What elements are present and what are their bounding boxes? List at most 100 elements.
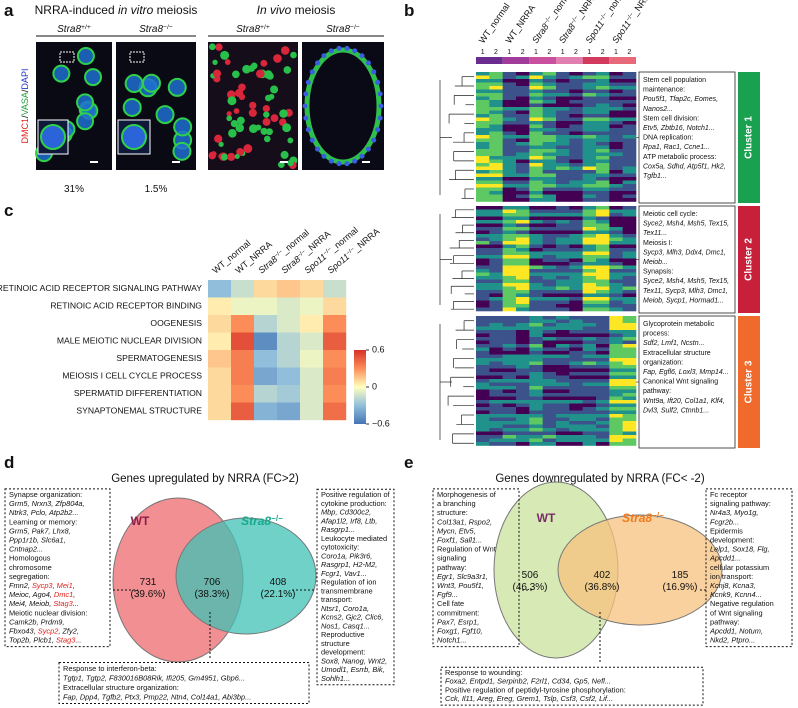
- heatmap-cell: [476, 293, 490, 298]
- heatmap-cell: [516, 293, 530, 298]
- heatmap-cell: [502, 107, 517, 111]
- heatmap-cell: [622, 279, 637, 284]
- heatmap-cell: [254, 350, 278, 368]
- heatmap-cell: [502, 403, 517, 408]
- heatmap-cell: [529, 269, 543, 273]
- heatmap-cell: [609, 286, 623, 291]
- heatmap-cell: [569, 223, 583, 228]
- heatmap-cell: [609, 414, 623, 418]
- heatmap-cell: [277, 280, 301, 298]
- heatmap-cell: [622, 258, 637, 263]
- region-percent: (16.9%): [662, 582, 697, 593]
- cell: [52, 64, 71, 83]
- heatmap-cell: [542, 110, 557, 115]
- heatmap-cell: [502, 290, 517, 294]
- heatmap-cell: [529, 396, 543, 401]
- heatmap-cell: [516, 344, 530, 348]
- region-count: 408: [270, 577, 287, 588]
- region-count: 506: [522, 570, 539, 581]
- heatmap-cell: [489, 163, 503, 167]
- heatmap-cell: [569, 435, 583, 439]
- heatmap-cell: [277, 332, 301, 351]
- heatmap-cell: [609, 142, 623, 146]
- heatmap-cell: [556, 279, 570, 284]
- gene-list: Tgtp1, Tgtp2, F830016B08Rik, Ifi205, Gm4…: [63, 674, 245, 683]
- heatmap-cell: [542, 400, 557, 404]
- heatmap-cell: [489, 170, 503, 174]
- heatmap-cell: [609, 173, 623, 178]
- heatmap-cell: [596, 297, 610, 301]
- heatmap-cell: [502, 191, 517, 195]
- heatmap-cell: [489, 107, 503, 111]
- title-part: meiosis: [153, 3, 197, 17]
- heatmap-cell: [476, 117, 490, 122]
- heatmap-cell: [489, 241, 503, 245]
- heatmap-cell: [516, 379, 530, 383]
- heatmap-cell: [596, 75, 610, 80]
- heatmap-cell: [582, 316, 597, 320]
- heatmap-cell: [502, 163, 517, 167]
- heatmap-cell: [502, 435, 517, 439]
- nucleus: [375, 127, 381, 133]
- heatmap-cell: [569, 114, 583, 118]
- genotype-sup: −/−: [569, 14, 580, 26]
- heatmap-cell: [596, 72, 610, 76]
- heatmap-cell: [622, 368, 637, 373]
- heatmap-cell: [596, 117, 610, 122]
- heatmap-cell: [476, 386, 490, 390]
- heatmap-cell: [516, 400, 530, 404]
- heatmap-cell: [609, 237, 623, 242]
- heatmap-cell: [489, 326, 503, 331]
- gene-list: Meiob, Sycp1, Hormad1...: [643, 297, 724, 304]
- gene-list: Meiob...: [643, 259, 668, 266]
- heatmap-cell: [596, 262, 610, 266]
- heatmap-cell: [529, 272, 543, 277]
- heatmap-cell: [476, 382, 490, 387]
- heatmap-cell: [529, 191, 543, 195]
- heatmap-cell: [609, 304, 623, 308]
- gene: Top2b, Plcb1,: [9, 636, 56, 645]
- heatmap-cell: [502, 337, 517, 341]
- heatmap-cell: [556, 442, 570, 446]
- heatmap-cell: [556, 223, 570, 228]
- genotype-sup: −/−: [163, 24, 173, 31]
- heatmap-cell: [569, 241, 583, 245]
- heatmap-cell: [476, 191, 490, 195]
- cell: [282, 123, 292, 133]
- heatmap-cell: [569, 382, 583, 387]
- cell: [230, 119, 238, 128]
- heatmap-cell: [476, 227, 490, 231]
- heatmap-cell: [489, 244, 503, 249]
- heatmap-cell: [569, 379, 583, 383]
- heatmap-cell: [609, 333, 623, 338]
- heatmap-cell: [609, 319, 623, 324]
- heatmap-cell: [609, 234, 623, 238]
- cell: [173, 117, 193, 137]
- heatmap-cell: [569, 107, 583, 111]
- heatmap-cell: [582, 124, 597, 129]
- cell: [220, 50, 230, 60]
- gene-list: Ntrk3, Pclo, Atp2b2...: [9, 508, 79, 517]
- heatmap-cell: [556, 191, 570, 195]
- cell: [236, 148, 245, 156]
- heatmap-cell: [596, 258, 610, 263]
- region-count: 731: [140, 577, 157, 588]
- heatmap-cell: [542, 304, 557, 308]
- heatmap-cell: [582, 72, 597, 76]
- heatmap-cell: [609, 435, 623, 439]
- heatmap-cell: [569, 159, 583, 164]
- heatmap-cell: [622, 337, 637, 341]
- heatmap-cell: [596, 319, 610, 324]
- heatmap-cell: [476, 428, 490, 432]
- heatmap-cell: [489, 389, 503, 394]
- heatmap-cell: [476, 396, 490, 401]
- heatmap-cell: [556, 117, 570, 122]
- term-heading: Extracellular structure organization:: [63, 683, 179, 692]
- heatmap-cell: [489, 265, 503, 270]
- heatmap-cell: [542, 382, 557, 387]
- heatmap-cell: [529, 138, 543, 143]
- heatmap-cell: [609, 117, 623, 122]
- replicate-label: 1: [534, 49, 538, 56]
- heatmap-cell: [596, 403, 610, 408]
- heatmap-cell: [569, 316, 583, 320]
